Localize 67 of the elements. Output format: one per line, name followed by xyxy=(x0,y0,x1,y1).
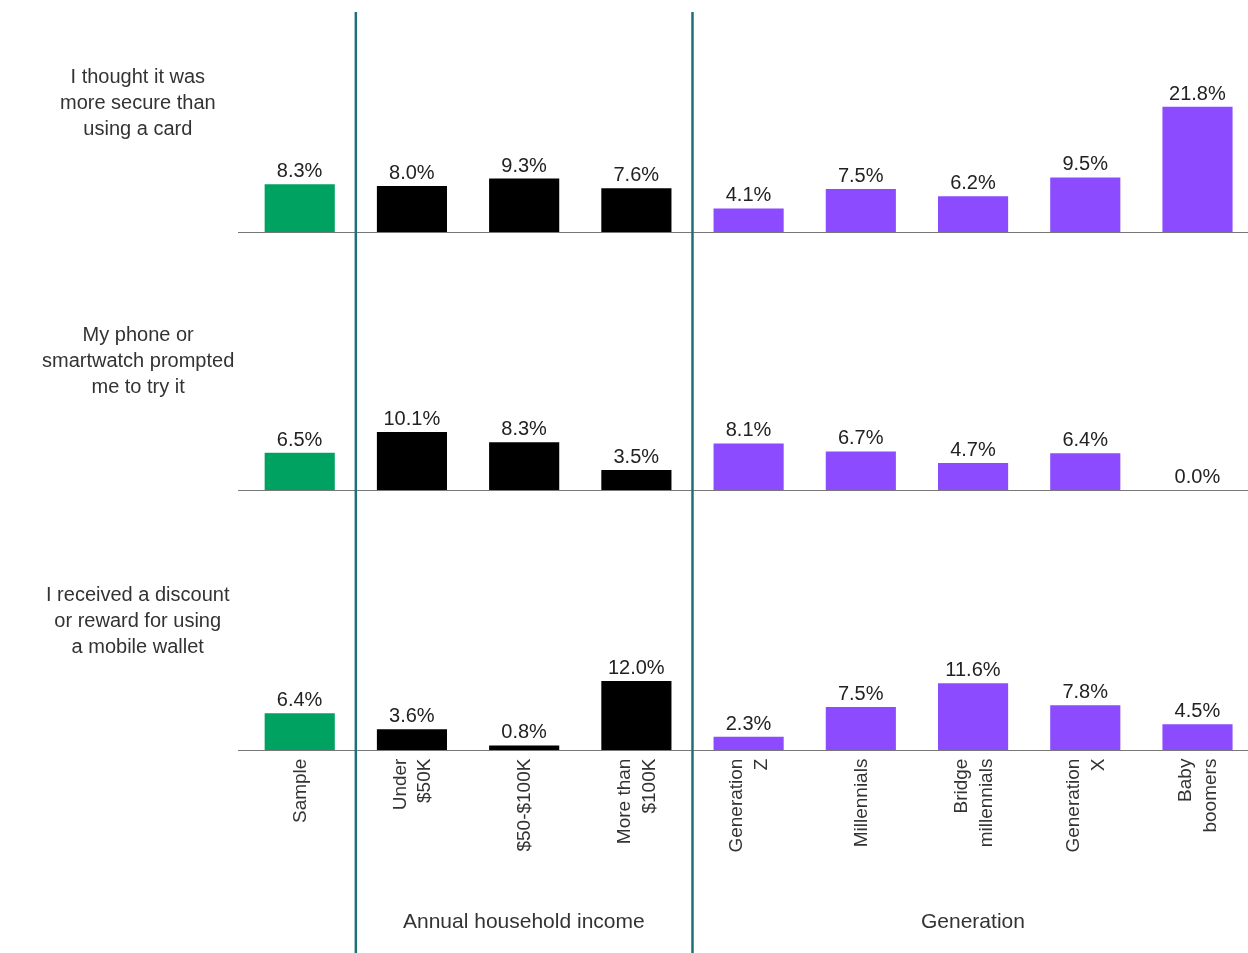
bar xyxy=(264,452,335,490)
data-label: 3.6% xyxy=(389,704,435,727)
x-tick-label: More than $100K xyxy=(613,758,659,845)
bar xyxy=(825,451,896,490)
data-label: 3.5% xyxy=(613,444,660,467)
x-tick-label: Bridge millennials xyxy=(949,758,996,848)
data-label: 10.1% xyxy=(383,406,441,429)
x-tick-label: Millennials xyxy=(850,758,872,848)
bar xyxy=(1162,106,1233,232)
data-label: 6.2% xyxy=(950,171,996,194)
data-label: 4.1% xyxy=(725,183,772,206)
bar xyxy=(601,188,672,232)
bar xyxy=(601,680,672,750)
bar xyxy=(825,706,896,750)
bar xyxy=(489,442,560,490)
x-tick-label: Sample xyxy=(288,758,310,824)
data-label: 7.8% xyxy=(1062,680,1109,703)
data-label: 4.5% xyxy=(1174,699,1221,722)
bar xyxy=(489,178,560,232)
bar xyxy=(376,729,448,750)
data-label: 9.3% xyxy=(501,153,548,176)
data-label: 11.6% xyxy=(945,658,1001,681)
bar xyxy=(713,443,784,490)
data-label: 9.5% xyxy=(1062,152,1109,175)
data-label: 6.4% xyxy=(276,688,323,711)
data-label: 6.4% xyxy=(1062,428,1109,451)
data-label: 21.8% xyxy=(1169,81,1226,104)
data-label: 12.0% xyxy=(607,655,665,678)
bar xyxy=(1050,453,1121,490)
bar xyxy=(376,431,448,490)
bar xyxy=(1050,177,1121,232)
data-label: 7.6% xyxy=(613,163,660,186)
bar xyxy=(489,745,560,750)
x-tick-label: Generation Z xyxy=(725,758,772,853)
data-label: 7.5% xyxy=(837,163,884,186)
bar xyxy=(937,196,1009,232)
data-label: 0.8% xyxy=(501,720,548,743)
x-tick-label: $50-$100K xyxy=(513,758,535,852)
data-label: 4.7% xyxy=(950,437,996,460)
bar xyxy=(264,713,335,750)
chart-title: I thought it was more secure than using a card xyxy=(60,65,216,139)
bar xyxy=(601,469,672,490)
text: Generation xyxy=(921,909,1025,932)
chart-title: I received a discount or reward for using a mobile wallet xyxy=(46,583,230,657)
data-label: 6.5% xyxy=(276,427,323,450)
data-label: 8.1% xyxy=(725,418,772,441)
bar xyxy=(825,188,896,232)
data-label: 8.3% xyxy=(276,159,323,182)
data-label: 7.5% xyxy=(837,681,884,704)
bar xyxy=(713,736,784,750)
data-label: 8.3% xyxy=(501,417,548,440)
data-label: 6.7% xyxy=(837,426,884,449)
bar xyxy=(713,208,784,232)
x-tick-label: Generation X xyxy=(1062,758,1108,853)
x-tick-label: Under $50K xyxy=(388,757,435,811)
bar xyxy=(937,462,1009,490)
bar xyxy=(1162,724,1233,750)
bar xyxy=(937,683,1009,750)
data-label: 8.0% xyxy=(389,161,435,184)
text: Annual household income xyxy=(403,909,645,932)
bar xyxy=(376,186,448,232)
chart-title: My phone or smartwatch prompted me to try it xyxy=(42,323,235,397)
bar xyxy=(264,184,335,232)
bar xyxy=(1050,705,1121,750)
data-label: 2.3% xyxy=(725,711,772,734)
x-tick-label: Baby boomers xyxy=(1174,758,1221,833)
data-label: 0.0% xyxy=(1174,465,1221,488)
